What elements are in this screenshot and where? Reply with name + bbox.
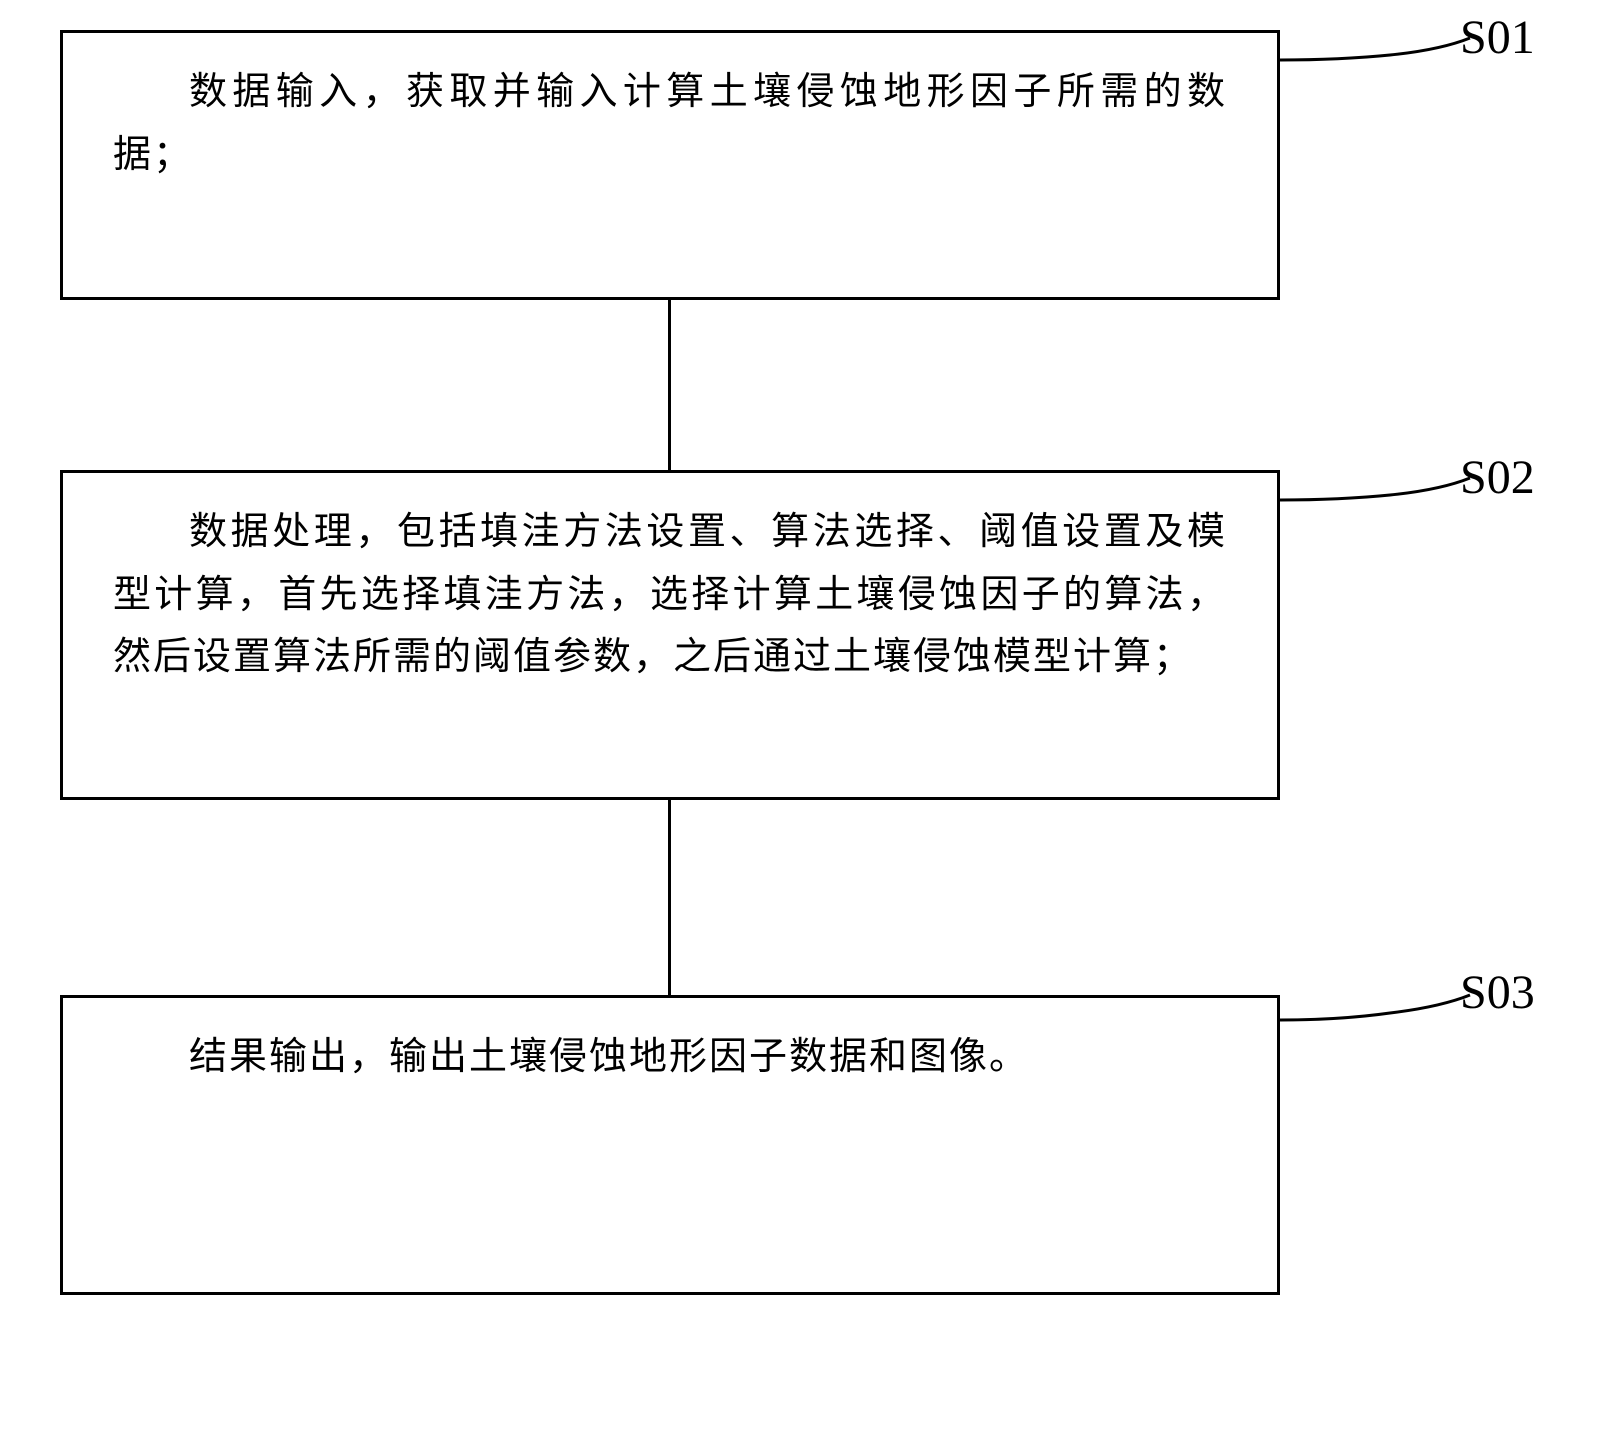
flow-node-s03: 结果输出，输出土壤侵蚀地形因子数据和图像。	[60, 995, 1280, 1295]
flow-label-s02: S02	[1460, 450, 1535, 505]
connector-s01-s02	[668, 300, 671, 470]
flow-node-s02-text: 数据处理，包括填洼方法设置、算法选择、阈值设置及模型计算，首先选择填洼方法，选择…	[113, 501, 1227, 689]
flow-label-s01: S01	[1460, 10, 1535, 65]
flow-node-s02: 数据处理，包括填洼方法设置、算法选择、阈值设置及模型计算，首先选择填洼方法，选择…	[60, 470, 1280, 800]
connector-s02-s03	[668, 800, 671, 995]
flow-node-s01-text: 数据输入，获取并输入计算土壤侵蚀地形因子所需的数据；	[113, 61, 1227, 186]
flow-label-s03: S03	[1460, 965, 1535, 1020]
flow-node-s03-text: 结果输出，输出土壤侵蚀地形因子数据和图像。	[113, 1026, 1227, 1089]
flow-node-s01: 数据输入，获取并输入计算土壤侵蚀地形因子所需的数据；	[60, 30, 1280, 300]
